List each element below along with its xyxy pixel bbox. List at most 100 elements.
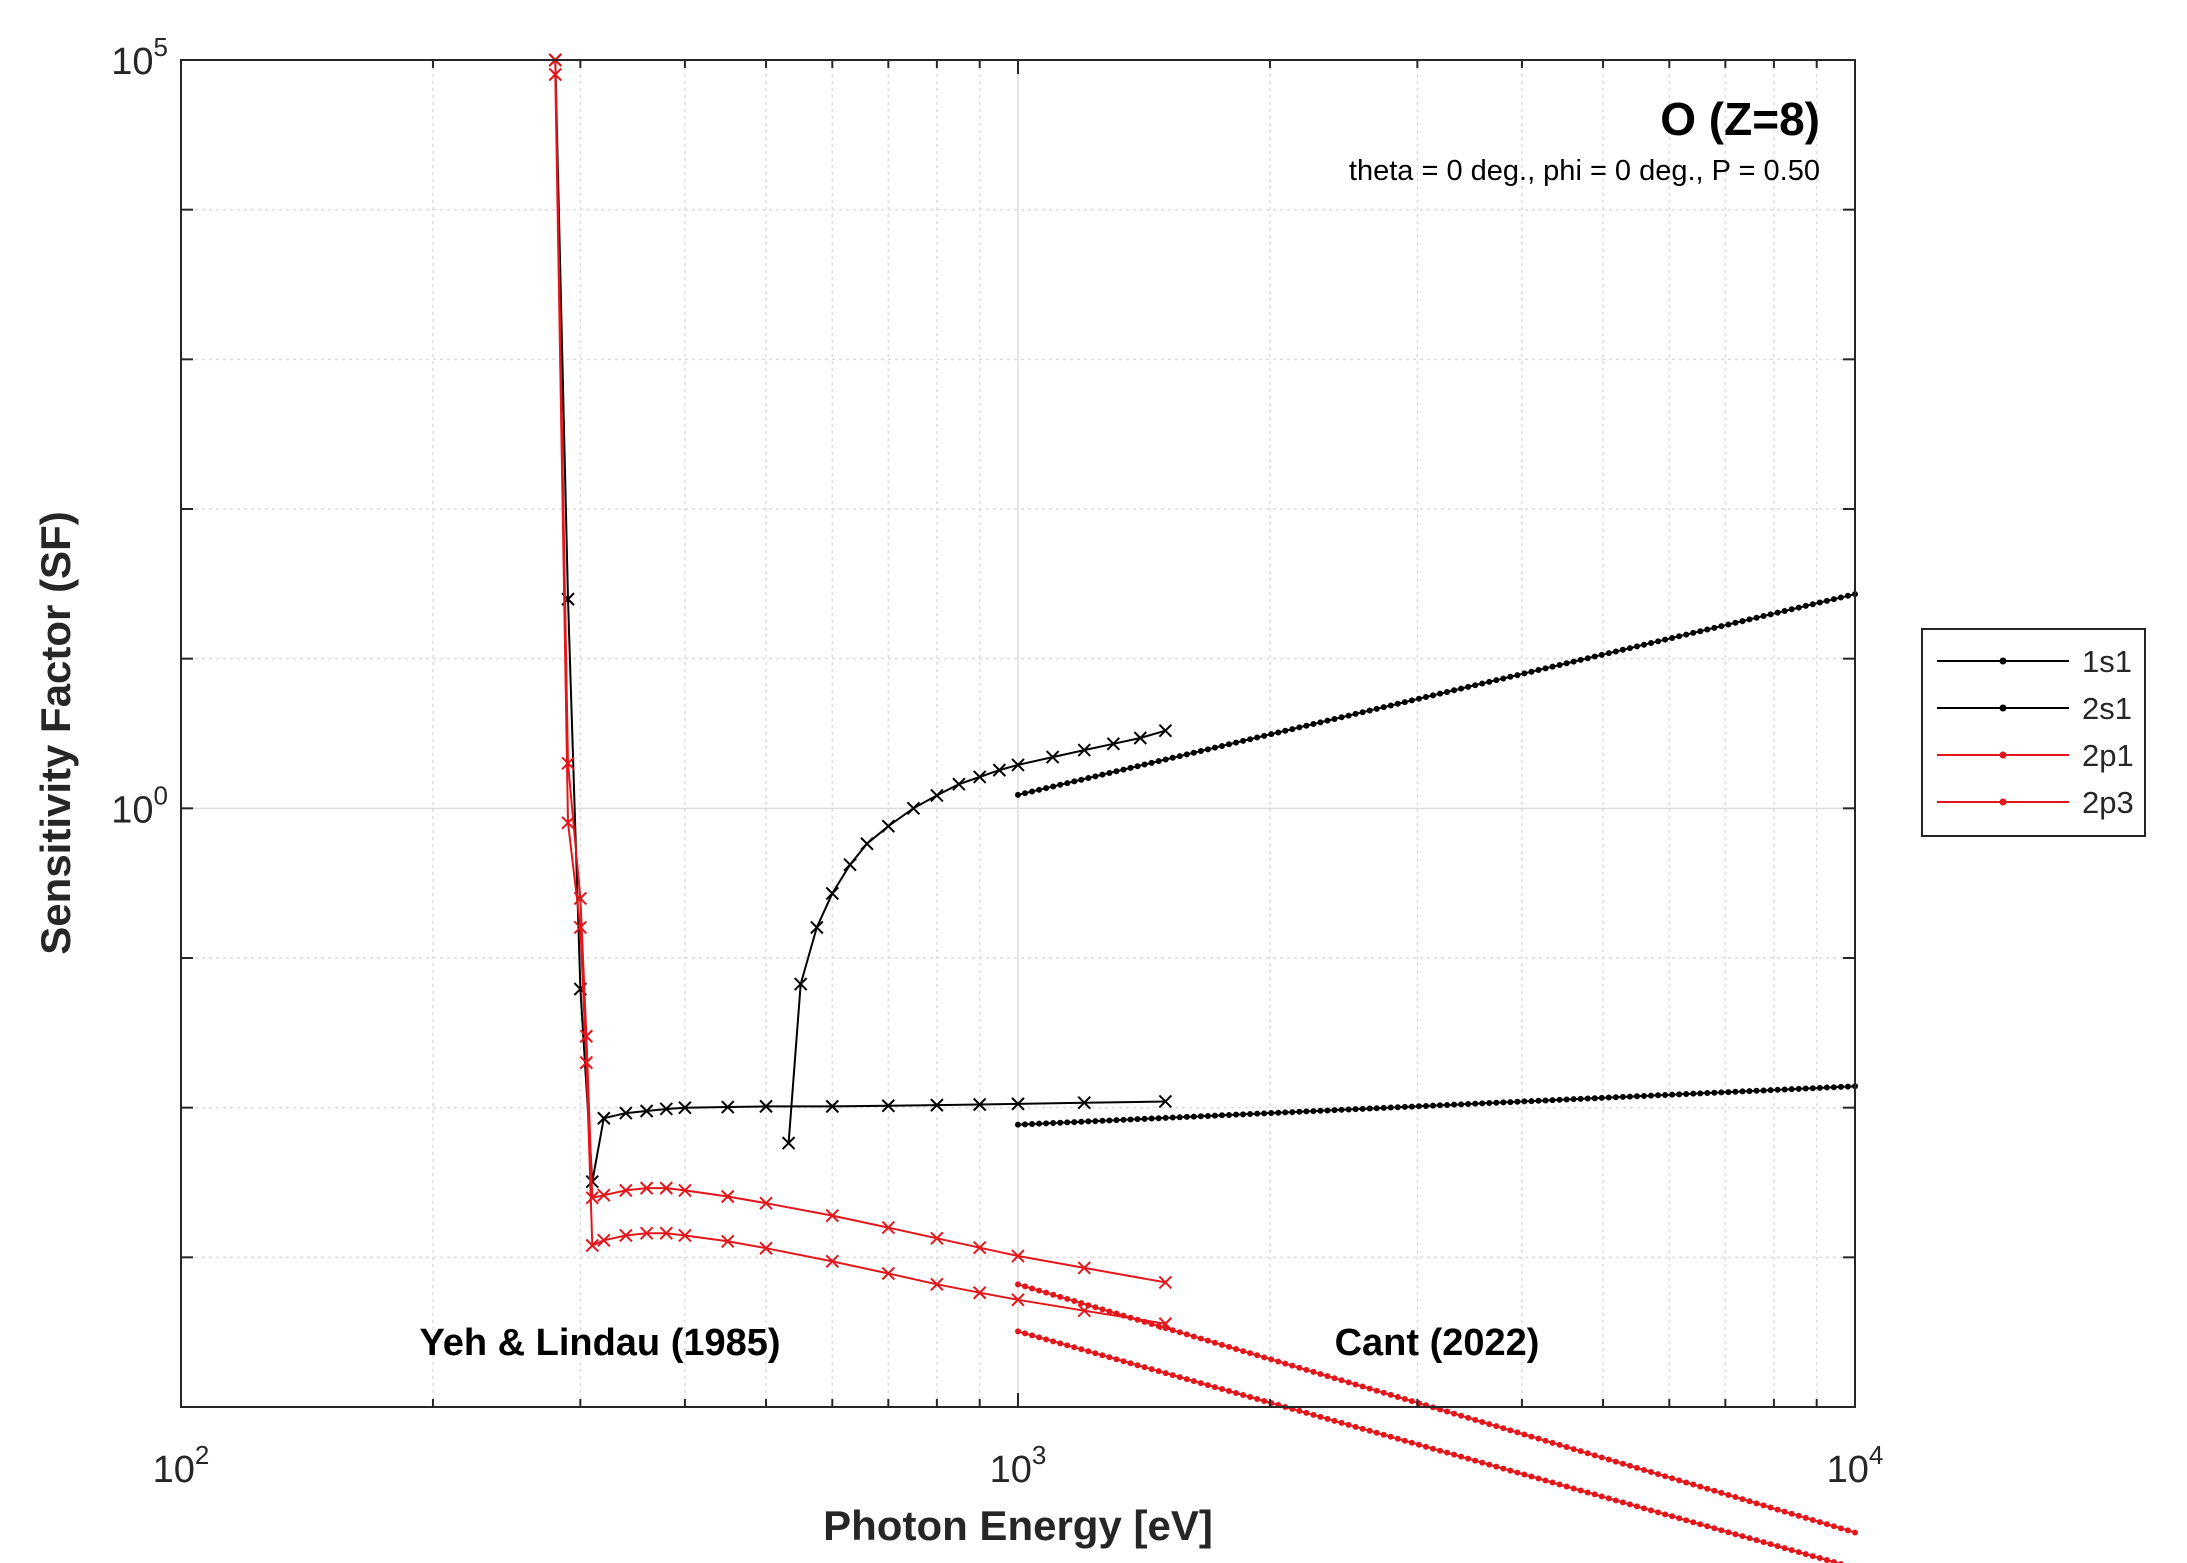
data-point	[1767, 1087, 1774, 1094]
data-point	[1507, 1427, 1514, 1434]
data-point	[1521, 1431, 1528, 1438]
data-point	[1472, 682, 1479, 689]
data-point	[759, 1241, 773, 1255]
data-point	[1085, 1302, 1092, 1309]
tick-marks	[180, 59, 1855, 1408]
data-point	[1106, 1354, 1113, 1361]
data-point	[1577, 1487, 1584, 1494]
data-point	[1732, 1531, 1739, 1538]
data-point	[1092, 1118, 1099, 1125]
data-point	[1183, 1331, 1190, 1338]
data-point	[1204, 746, 1211, 753]
data-point	[678, 1228, 692, 1243]
data-point	[1549, 1479, 1556, 1486]
data-point	[1844, 592, 1851, 599]
data-point	[1113, 1356, 1120, 1363]
data-point	[781, 1136, 796, 1150]
data-point	[1669, 1475, 1676, 1482]
data-point	[1134, 763, 1141, 770]
data-point	[1190, 1113, 1197, 1120]
data-point	[1011, 1249, 1025, 1263]
data-point	[1240, 1392, 1247, 1399]
chart-title: O (Z=8)	[1660, 93, 1820, 145]
data-point	[1781, 1508, 1788, 1515]
data-point	[1584, 1450, 1591, 1457]
data-point	[1648, 1507, 1655, 1514]
data-point	[1753, 1537, 1760, 1544]
legend-item-1s1: 1s1	[1937, 644, 2132, 679]
data-point	[1029, 1285, 1036, 1292]
data-point	[1598, 651, 1605, 658]
data-point	[1633, 643, 1640, 650]
data-point	[1598, 1454, 1605, 1461]
data-point	[1753, 614, 1760, 621]
data-point	[1655, 1471, 1662, 1478]
data-point	[1043, 1120, 1050, 1127]
data-point	[881, 1099, 896, 1113]
data-point	[1725, 1089, 1732, 1096]
data-point	[1011, 758, 1025, 772]
data-point	[1725, 1491, 1732, 1498]
legend-label: 2p1	[2082, 738, 2134, 773]
data-point	[1071, 778, 1078, 785]
data-point	[1725, 621, 1732, 628]
data-point	[1211, 1384, 1218, 1391]
data-point	[1507, 1099, 1514, 1106]
data-point	[1626, 1501, 1633, 1508]
data-point	[793, 977, 808, 991]
data-point	[1591, 1452, 1598, 1459]
data-point	[1746, 1498, 1753, 1505]
data-point	[1254, 1395, 1261, 1402]
data-point	[1837, 1525, 1844, 1532]
data-point	[1486, 1100, 1493, 1107]
legend-marker	[1999, 657, 2007, 665]
data-point	[1366, 1385, 1373, 1392]
data-point	[1493, 1099, 1500, 1106]
data-point	[1739, 1088, 1746, 1095]
data-point	[1781, 1086, 1788, 1093]
data-point	[1465, 1455, 1472, 1462]
data-point	[1549, 1097, 1556, 1104]
data-point	[1465, 1101, 1472, 1108]
data-point	[1795, 1085, 1802, 1092]
data-point	[1718, 1089, 1725, 1096]
data-point	[1584, 1095, 1591, 1102]
data-point	[1535, 1475, 1542, 1482]
data-point	[1158, 1275, 1173, 1290]
data-point	[1746, 1088, 1753, 1095]
data-point	[1795, 1549, 1802, 1556]
data-point	[1472, 1416, 1479, 1423]
data-point	[1704, 1090, 1711, 1097]
data-point	[1387, 1433, 1394, 1440]
data-point	[1676, 1091, 1683, 1098]
data-point	[1739, 1533, 1746, 1540]
data-point	[1556, 1441, 1563, 1448]
data-point	[1844, 1527, 1851, 1534]
data-point	[1415, 1103, 1422, 1110]
data-point	[1380, 704, 1387, 711]
grid-lines	[180, 59, 1855, 1408]
data-point	[1802, 602, 1809, 609]
data-point	[1648, 640, 1655, 647]
data-point	[1043, 1336, 1050, 1343]
data-point	[1415, 695, 1422, 702]
data-point	[1528, 1098, 1535, 1105]
data-point	[1011, 1293, 1025, 1307]
data-point	[1011, 1097, 1025, 1111]
data-point	[1809, 1553, 1816, 1560]
data-point	[825, 1254, 840, 1269]
data-point	[881, 1220, 896, 1235]
data-point	[1158, 724, 1173, 738]
data-point	[1549, 663, 1556, 670]
data-point	[1809, 1517, 1816, 1524]
data-point	[1429, 1102, 1436, 1109]
data-point	[1261, 1354, 1268, 1361]
data-point	[1669, 634, 1676, 641]
data-point	[1218, 1386, 1225, 1393]
data-point	[1697, 1521, 1704, 1528]
data-point	[1275, 729, 1282, 736]
data-point	[1451, 1451, 1458, 1458]
data-point	[1169, 1372, 1176, 1379]
data-point	[1366, 1427, 1373, 1434]
data-point	[1247, 1111, 1254, 1118]
